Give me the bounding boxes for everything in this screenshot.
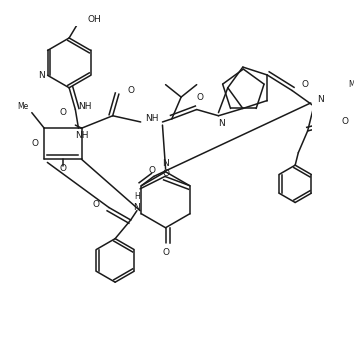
Text: O: O <box>196 93 203 102</box>
Text: O: O <box>162 248 169 257</box>
Text: N: N <box>218 119 225 128</box>
Text: O: O <box>128 86 135 95</box>
Text: H: H <box>134 192 140 201</box>
Text: NH: NH <box>75 131 88 140</box>
Text: NH: NH <box>78 102 91 111</box>
Text: N: N <box>38 71 45 80</box>
Text: NH: NH <box>145 115 158 124</box>
Text: O: O <box>301 80 308 89</box>
Text: O: O <box>59 164 67 173</box>
Text: O: O <box>93 200 100 209</box>
Text: O: O <box>149 166 156 175</box>
Text: OH: OH <box>87 15 101 24</box>
Text: O: O <box>59 108 67 117</box>
Text: N: N <box>162 160 169 169</box>
Text: N: N <box>133 203 140 212</box>
Text: O: O <box>342 117 348 126</box>
Text: O: O <box>163 169 170 178</box>
Text: Me: Me <box>17 102 28 111</box>
Text: Me: Me <box>349 80 354 89</box>
Text: N: N <box>317 95 324 104</box>
Text: O: O <box>32 139 39 148</box>
